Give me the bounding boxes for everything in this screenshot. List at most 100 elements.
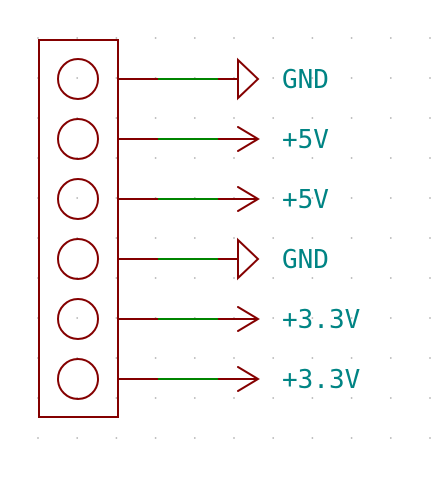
grid-dot (154, 117, 157, 119)
grid-dot (233, 357, 235, 359)
grid-dot (311, 197, 314, 199)
grid-dot (389, 397, 392, 399)
grid-dot (389, 37, 392, 39)
pin-pad-circle (57, 238, 99, 280)
grid-dot (272, 37, 275, 39)
grid-dot (272, 77, 275, 79)
grid-dot (115, 357, 118, 359)
grid-dot (350, 37, 353, 39)
grid-dot (193, 277, 196, 279)
power-arrow-icon (237, 126, 260, 152)
pin-pad-circle (57, 118, 99, 160)
grid-dot (429, 277, 431, 279)
grid-dot (429, 77, 431, 79)
grid-dot (193, 357, 196, 359)
grid-dot (272, 357, 275, 359)
grid-dot (311, 157, 314, 159)
grid-dot (115, 117, 118, 119)
grid-dot (389, 197, 392, 199)
grid-dot (311, 437, 314, 439)
pin-row-5: +3.3V (57, 298, 360, 340)
grid-dot (389, 277, 392, 279)
grid-dot (389, 117, 392, 119)
grid-dot (311, 117, 314, 119)
pin-pad-circle (57, 58, 99, 100)
pin-row-2: +5V (57, 118, 329, 160)
grid-dot (429, 157, 431, 159)
pin-pad-circle (57, 298, 99, 340)
grid-dot (311, 317, 314, 319)
pin-rows: GND +5V +5V GND +3.3V +3.3V (57, 57, 360, 400)
grid-dot (193, 117, 196, 119)
ground-flag-icon (237, 57, 260, 101)
grid-dot (429, 237, 431, 239)
grid-dot (193, 437, 196, 439)
grid-dot (350, 77, 353, 79)
grid-dot (115, 317, 118, 319)
pin-pad-circle (57, 178, 99, 220)
grid-dot (311, 237, 314, 239)
net-label: GND (282, 65, 329, 95)
power-arrow-icon (237, 186, 260, 212)
net-label: GND (282, 245, 329, 275)
grid-dot (233, 37, 235, 39)
grid-dot (76, 317, 79, 319)
grid-dot (233, 277, 235, 279)
grid-dot (429, 317, 431, 319)
pin-row-6: +3.3V (57, 358, 360, 400)
grid-dot (429, 357, 431, 359)
grid-dot (272, 277, 275, 279)
grid-dot (115, 157, 118, 159)
grid-dot (429, 437, 431, 439)
grid-dot (272, 157, 275, 159)
grid-dot (193, 397, 196, 399)
connector-symbol (38, 39, 119, 418)
grid-dot (193, 37, 196, 39)
grid-dot (311, 357, 314, 359)
grid-dot (115, 37, 118, 39)
grid-dot (115, 77, 118, 79)
grid-dot (115, 277, 118, 279)
grid-dot (76, 37, 79, 39)
pin-pad-circle (57, 358, 99, 400)
power-arrow-icon (237, 366, 260, 392)
ground-flag-icon (237, 237, 260, 281)
grid-dot (154, 357, 157, 359)
grid-dot (272, 197, 275, 199)
grid-dot (350, 237, 353, 239)
grid-dot (389, 437, 392, 439)
grid-dot (311, 277, 314, 279)
grid-dot (272, 317, 275, 319)
grid-dot (350, 157, 353, 159)
connector-body (38, 39, 119, 418)
grid-dot (76, 77, 79, 79)
grid-dot (272, 237, 275, 239)
grid-dot (115, 437, 118, 439)
grid-dot (233, 117, 235, 119)
grid-dot (429, 37, 431, 39)
grid-dot (193, 157, 196, 159)
grid-dot (389, 157, 392, 159)
grid-dot (115, 397, 118, 399)
grid-dot (76, 197, 79, 199)
grid-dot (350, 357, 353, 359)
grid-dot (76, 437, 79, 439)
grid-dot (37, 437, 39, 439)
grid-dot (350, 277, 353, 279)
grid-dot (233, 237, 235, 239)
pin-row-4: GND (57, 237, 329, 281)
net-label: +5V (282, 185, 329, 215)
grid-dot (389, 357, 392, 359)
grid-dot (389, 77, 392, 79)
grid-dot (154, 397, 157, 399)
grid-dot (272, 397, 275, 399)
grid-dot (37, 37, 39, 39)
net-label: +5V (282, 125, 329, 155)
grid-dot (154, 157, 157, 159)
grid-dot (429, 117, 431, 119)
grid-dot (272, 117, 275, 119)
grid-dot (350, 117, 353, 119)
net-label: +3.3V (282, 365, 360, 395)
grid-dot (233, 157, 235, 159)
